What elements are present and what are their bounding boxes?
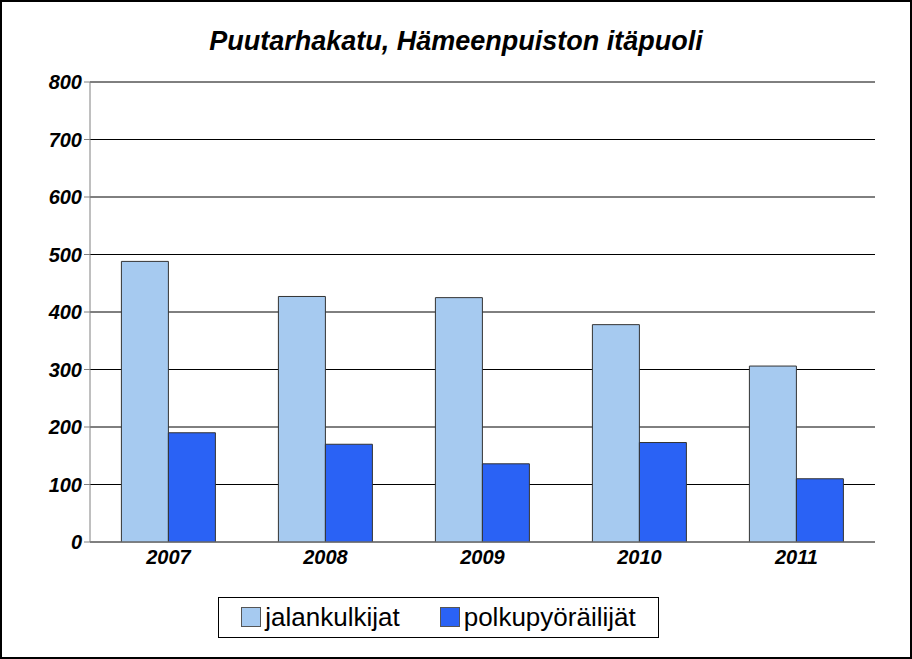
svg-text:800: 800 [49,71,82,93]
html-text:polkupyöräilijät: polkupyöräilijät [463,601,636,632]
svg-text:2009: 2009 [459,546,505,568]
svg-text:2008: 2008 [302,546,348,568]
svg-text:100: 100 [49,474,82,496]
svg-text:2010: 2010 [616,546,662,568]
svg-text:500: 500 [49,244,82,266]
svg-text:200: 200 [48,416,82,438]
html-text:jalankulkijat: jalankulkijat [265,601,400,632]
html-text:Puutarhakatu, Hämeenpuiston it: Puutarhakatu, Hämeenpuiston itäpuoli [209,26,703,56]
svg-text:400: 400 [48,301,82,323]
svg-text:600: 600 [49,186,82,208]
svg-text:0: 0 [71,531,82,553]
svg-text:2007: 2007 [145,546,191,568]
svg-text:300: 300 [49,359,82,381]
svg-text:700: 700 [49,129,82,151]
svg-text:2011: 2011 [774,546,818,568]
